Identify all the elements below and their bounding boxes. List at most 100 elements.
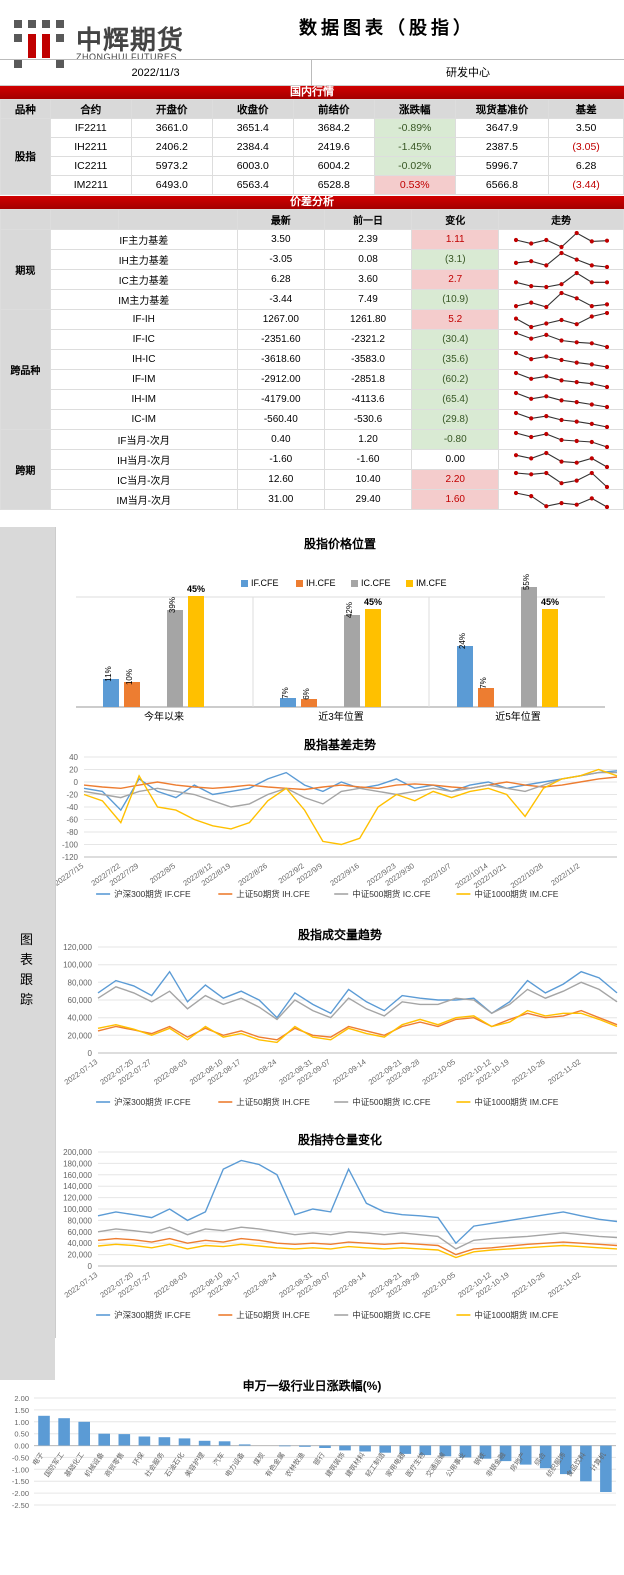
svg-text:中证1000期货 IM.CFE: 中证1000期货 IM.CFE — [474, 1310, 558, 1320]
svg-text:2022-07-13: 2022-07-13 — [63, 1270, 100, 1299]
svg-text:医疗生物: 医疗生物 — [404, 1451, 427, 1479]
svg-text:IM.CFE: IM.CFE — [416, 578, 447, 588]
svg-text:-2.50: -2.50 — [12, 1501, 29, 1510]
svg-text:上证50期货 IH.CFE: 上证50期货 IH.CFE — [236, 889, 310, 899]
svg-text:42%: 42% — [345, 602, 354, 618]
svg-text:2022-08-03: 2022-08-03 — [152, 1270, 189, 1299]
svg-text:60,000: 60,000 — [68, 1228, 93, 1237]
svg-text:2022-10-05: 2022-10-05 — [420, 1057, 457, 1086]
svg-text:-1.00: -1.00 — [12, 1465, 29, 1474]
svg-text:银行: 银行 — [311, 1451, 326, 1468]
svg-text:近5年位置: 近5年位置 — [495, 710, 541, 723]
svg-text:有色金属: 有色金属 — [263, 1451, 286, 1479]
svg-text:6%: 6% — [302, 688, 311, 700]
svg-text:140,000: 140,000 — [63, 1182, 92, 1191]
svg-text:7%: 7% — [281, 687, 290, 699]
svg-text:2022/11/2: 2022/11/2 — [549, 861, 581, 887]
svg-text:-2.00: -2.00 — [12, 1489, 29, 1498]
svg-text:沪深300期货 IF.CFE: 沪深300期货 IF.CFE — [114, 889, 191, 899]
svg-text:2022-10-26: 2022-10-26 — [510, 1270, 547, 1299]
svg-text:环保: 环保 — [131, 1451, 146, 1468]
svg-text:11%: 11% — [104, 666, 113, 681]
svg-text:24%: 24% — [458, 633, 467, 649]
svg-text:-40: -40 — [66, 803, 78, 812]
svg-text:中证500期货 IC.CFE: 中证500期货 IC.CFE — [352, 889, 431, 899]
svg-text:120,000: 120,000 — [63, 1194, 92, 1203]
svg-text:7%: 7% — [479, 677, 488, 689]
svg-text:20,000: 20,000 — [68, 1251, 93, 1260]
svg-text:2022-08-24: 2022-08-24 — [242, 1057, 279, 1086]
svg-text:200,000: 200,000 — [63, 1148, 92, 1157]
svg-text:沪深300期货 IF.CFE: 沪深300期货 IF.CFE — [114, 1310, 191, 1320]
svg-text:今年以来: 今年以来 — [144, 710, 184, 723]
svg-text:2022-08-03: 2022-08-03 — [152, 1057, 189, 1086]
svg-text:0: 0 — [74, 778, 79, 787]
svg-text:2022-07-13: 2022-07-13 — [63, 1057, 100, 1086]
svg-text:40,000: 40,000 — [68, 1014, 93, 1023]
svg-text:社会服务: 社会服务 — [143, 1451, 166, 1479]
svg-text:美容护理: 美容护理 — [183, 1451, 206, 1479]
svg-text:中证500期货 IC.CFE: 中证500期货 IC.CFE — [352, 1097, 431, 1107]
svg-text:-20: -20 — [66, 791, 78, 800]
svg-text:中证1000期货 IM.CFE: 中证1000期货 IM.CFE — [474, 889, 558, 899]
svg-text:55%: 55% — [522, 574, 531, 590]
svg-text:2022/9/16: 2022/9/16 — [328, 861, 361, 888]
svg-text:2022-08-24: 2022-08-24 — [242, 1270, 279, 1299]
svg-text:160,000: 160,000 — [63, 1171, 92, 1180]
svg-text:-100: -100 — [62, 841, 79, 850]
svg-text:煤炭: 煤炭 — [251, 1451, 266, 1468]
svg-text:建筑材料: 建筑材料 — [343, 1451, 366, 1479]
svg-text:0: 0 — [88, 1262, 93, 1271]
svg-text:商贸零售: 商贸零售 — [103, 1451, 126, 1479]
svg-text:-80: -80 — [66, 828, 78, 837]
svg-text:家用电器: 家用电器 — [384, 1451, 407, 1479]
svg-text:IH.CFE: IH.CFE — [306, 578, 336, 588]
svg-text:IC.CFE: IC.CFE — [361, 578, 391, 588]
svg-text:180,000: 180,000 — [63, 1159, 92, 1168]
svg-text:汽车: 汽车 — [211, 1451, 226, 1468]
svg-text:-120: -120 — [62, 853, 79, 862]
svg-text:-0.50: -0.50 — [12, 1453, 29, 1462]
svg-text:45%: 45% — [541, 597, 559, 607]
svg-text:2022-09-14: 2022-09-14 — [331, 1057, 368, 1086]
svg-text:0.00: 0.00 — [14, 1442, 29, 1451]
svg-text:2022/8/26: 2022/8/26 — [236, 861, 269, 888]
svg-text:中证1000期货 IM.CFE: 中证1000期货 IM.CFE — [474, 1097, 558, 1107]
svg-text:上证50期货 IH.CFE: 上证50期货 IH.CFE — [236, 1310, 310, 1320]
svg-text:2022-11-02: 2022-11-02 — [546, 1057, 582, 1086]
svg-text:2022-10-26: 2022-10-26 — [510, 1057, 547, 1086]
svg-text:1.00: 1.00 — [14, 1418, 29, 1427]
svg-text:60,000: 60,000 — [68, 996, 93, 1005]
svg-text:农林牧渔: 农林牧渔 — [283, 1451, 306, 1479]
svg-text:120,000: 120,000 — [63, 943, 92, 952]
svg-text:IF.CFE: IF.CFE — [251, 578, 279, 588]
svg-text:80,000: 80,000 — [68, 978, 93, 987]
svg-text:轻工制造: 轻工制造 — [363, 1451, 386, 1479]
svg-text:1.50: 1.50 — [14, 1406, 29, 1415]
svg-text:2022/10/28: 2022/10/28 — [509, 861, 545, 890]
svg-text:上证50期货 IH.CFE: 上证50期货 IH.CFE — [236, 1097, 310, 1107]
svg-text:沪深300期货 IF.CFE: 沪深300期货 IF.CFE — [114, 1097, 191, 1107]
svg-text:0: 0 — [88, 1049, 93, 1058]
svg-text:2.00: 2.00 — [14, 1394, 29, 1403]
svg-text:2022-10-05: 2022-10-05 — [420, 1270, 457, 1299]
svg-text:40: 40 — [69, 753, 78, 762]
svg-text:45%: 45% — [364, 597, 382, 607]
svg-text:10%: 10% — [125, 669, 134, 685]
svg-text:2022-11-02: 2022-11-02 — [546, 1270, 582, 1299]
svg-text:国防军工: 国防军工 — [42, 1451, 65, 1479]
svg-text:机械设备: 机械设备 — [82, 1451, 105, 1479]
svg-text:-60: -60 — [66, 816, 78, 825]
svg-text:0.50: 0.50 — [14, 1430, 29, 1439]
svg-text:20,000: 20,000 — [68, 1031, 93, 1040]
svg-text:石油石化: 石油石化 — [163, 1451, 186, 1479]
svg-text:2022-09-14: 2022-09-14 — [331, 1270, 368, 1299]
svg-text:40,000: 40,000 — [68, 1239, 93, 1248]
svg-text:电子: 电子 — [30, 1451, 45, 1468]
svg-text:建筑装饰: 建筑装饰 — [323, 1451, 346, 1479]
svg-text:2022/8/5: 2022/8/5 — [148, 861, 177, 885]
svg-text:39%: 39% — [168, 597, 177, 613]
svg-text:近3年位置: 近3年位置 — [318, 710, 364, 723]
svg-text:100,000: 100,000 — [63, 1205, 92, 1214]
svg-text:20: 20 — [69, 766, 78, 775]
